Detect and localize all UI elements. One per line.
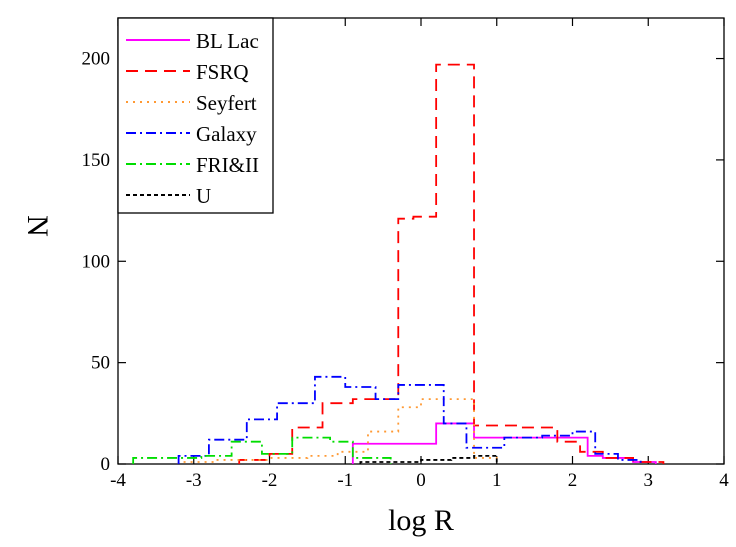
x-tick-label: 1	[492, 470, 502, 491]
x-tick-label: 0	[416, 470, 426, 491]
series-u	[359, 454, 498, 464]
legend-label: FRI&II	[196, 153, 259, 177]
series-fri-ii	[132, 436, 392, 464]
x-tick-label: -2	[262, 470, 278, 491]
x-tick-label: 3	[644, 470, 654, 491]
legend-label: Galaxy	[196, 122, 257, 146]
tick-labels: -4 -3 -2 -1 0 1 2 3 4 0 50 100 150 200	[82, 49, 730, 491]
series-seyfert	[177, 398, 498, 464]
x-tick-label: -3	[186, 470, 202, 491]
y-tick-label: 200	[82, 49, 111, 70]
legend: BL Lac FSRQ Seyfert Galaxy FRI&II U	[117, 17, 274, 214]
series-fsrq	[238, 63, 665, 464]
x-tick-label: 2	[568, 470, 578, 491]
legend-label: FSRQ	[196, 60, 249, 84]
y-tick-label: 100	[82, 251, 111, 272]
x-tick-label: -4	[110, 470, 126, 491]
y-tick-label: 150	[82, 150, 111, 171]
series-galaxy	[177, 375, 642, 464]
legend-label: Seyfert	[196, 91, 257, 115]
series-layer	[132, 63, 665, 464]
y-tick-label: 0	[101, 454, 111, 475]
x-tick-label: 4	[719, 470, 729, 491]
legend-label: U	[196, 184, 211, 208]
legend-box	[117, 17, 274, 214]
y-axis-title: N	[21, 215, 54, 237]
x-tick-label: -1	[337, 470, 353, 491]
x-axis-title: log R	[388, 504, 454, 537]
y-tick-label: 50	[91, 353, 110, 374]
legend-label: BL Lac	[196, 29, 259, 53]
